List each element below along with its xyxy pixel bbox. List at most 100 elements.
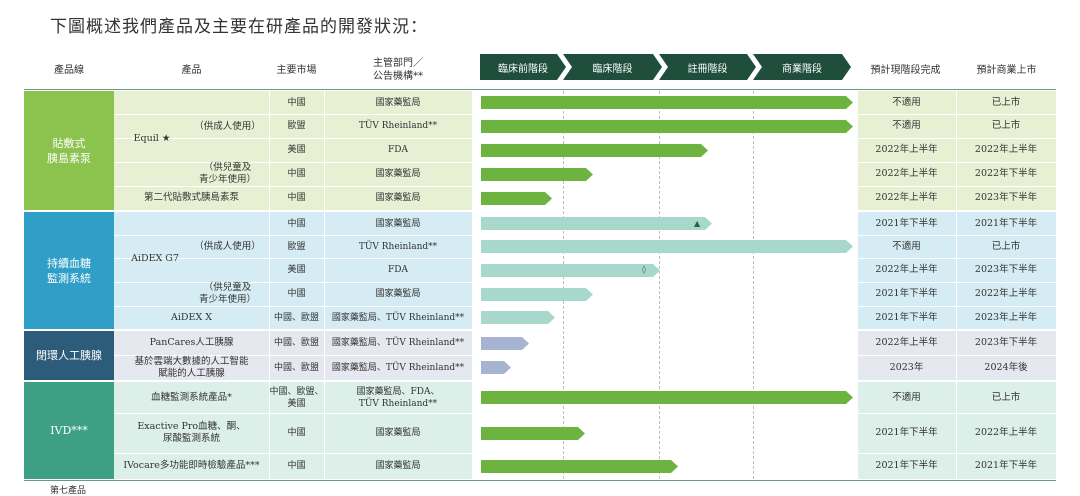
progress-bar — [481, 311, 555, 324]
completion-cell: 2021年下半年 — [875, 217, 938, 229]
authority-cell: 國家藥監局、TÜV Rheinland** — [331, 362, 465, 373]
header-current-stage: 預計現階段完成 — [870, 64, 941, 76]
product-pancares: PanCares人工胰腺 — [149, 337, 234, 348]
progress-bar — [481, 460, 678, 473]
launch-cell: 2023年上半年 — [974, 311, 1038, 323]
page-title: 下圖概述我們產品及主要在研產品的開發狀況： — [50, 17, 428, 37]
completion-cell: 2021年下半年 — [875, 460, 938, 471]
footer-note: 第七產品 — [50, 486, 87, 496]
launch-cell: 2021年下半年 — [974, 217, 1038, 229]
progress-bar — [481, 144, 708, 157]
progress-bar — [481, 217, 712, 230]
completion-cell: 2022年上半年 — [875, 264, 938, 275]
market-cell: 中國、歐盟 — [273, 338, 319, 348]
column-separator — [857, 91, 858, 479]
completion-cell: 2022年上半年 — [875, 168, 938, 179]
authority-cell: FDA — [388, 145, 408, 155]
authority-cell: 國家藥監局 — [375, 461, 421, 471]
column-separator — [324, 91, 325, 479]
header-market: 主要市場 — [276, 64, 317, 76]
progress-bar — [481, 120, 853, 133]
market-cell: 歐盟 — [287, 241, 306, 252]
market-cell: 歐盟 — [287, 121, 306, 131]
stage-registration: 註冊階段 — [659, 54, 756, 80]
progress-bar — [481, 427, 585, 440]
progress-bar — [481, 168, 593, 181]
market-cell: 中國、歐盟 — [273, 312, 319, 323]
grid-line — [753, 91, 754, 479]
authority-cell: 國家藥監局 — [375, 193, 421, 203]
market-cell: 中國 — [287, 218, 306, 229]
header-product: 產品 — [181, 64, 202, 76]
market-cell: 中國、歐盟、 美國 — [269, 386, 324, 409]
stage-clinical: 臨床階段 — [563, 54, 662, 80]
authority-cell: TÜV Rheinland** — [358, 241, 438, 252]
launch-cell: 已上市 — [991, 240, 1021, 252]
group-closed-loop: 閉環人工胰腺 — [24, 331, 114, 380]
authority-cell: 國家藥監局 — [375, 169, 421, 179]
completion-cell: 不適用 — [892, 96, 921, 108]
product-equil-child: （供兒童及 青少年使用） — [198, 162, 256, 185]
completion-cell: 2021年下半年 — [875, 288, 938, 299]
launch-cell: 已上市 — [991, 391, 1021, 403]
completion-cell: 不適用 — [892, 120, 921, 131]
completion-cell: 不適用 — [892, 240, 921, 252]
market-cell: 中國 — [287, 461, 306, 471]
market-cell: 美國 — [287, 265, 306, 275]
launch-cell: 2022年上半年 — [974, 144, 1038, 155]
progress-bar — [481, 337, 529, 350]
product-glucose-monitoring: 血糖監測系統產品* — [151, 391, 232, 403]
product-equil-adult: （供成人使用） — [194, 120, 261, 132]
stage-preclinical: 臨床前階段 — [480, 54, 566, 80]
product-aidex-g7: AiDEX G7 — [131, 253, 179, 264]
progress-bar — [481, 264, 660, 277]
completion-cell: 2021年下半年 — [875, 311, 938, 323]
grid-line — [563, 91, 564, 479]
launch-cell: 2022年上半年 — [974, 288, 1038, 299]
progress-bar — [481, 192, 552, 205]
product-gen2-pump: 第二代貼敷式胰島素泵 — [143, 192, 239, 203]
milestone-marker: ◊ — [642, 265, 646, 274]
progress-bar — [481, 96, 853, 109]
market-cell: 中國 — [287, 97, 306, 108]
header-product-line: 產品線 — [54, 64, 84, 76]
authority-cell: 國家藥監局、TÜV Rheinland** — [331, 338, 465, 348]
authority-cell: 國家藥監局、FDA、 TÜV Rheinland** — [356, 386, 440, 409]
product-exactive-pro: Exactive Pro血糖、酮、 尿酸監測系統 — [137, 421, 246, 444]
stage-commercial: 商業階段 — [753, 54, 851, 80]
market-cell: 中國 — [287, 428, 306, 438]
market-cell: 中國 — [287, 193, 306, 203]
milestone-marker: ▲ — [694, 219, 701, 228]
completion-cell: 2022年上半年 — [875, 337, 938, 348]
market-cell: 中國、歐盟 — [273, 362, 319, 373]
product-ivocare: IVocare多功能即時檢驗產品*** — [123, 460, 260, 471]
header-authority: 主管部門／ 公告機構** — [373, 58, 423, 82]
authority-cell: 國家藥監局、TÜV Rheinland** — [331, 312, 465, 323]
completion-cell: 2021年下半年 — [875, 427, 938, 438]
launch-cell: 2022年下半年 — [974, 168, 1038, 179]
column-separator — [472, 91, 473, 479]
bottom-rule — [24, 480, 1056, 481]
completion-cell: 2023年 — [889, 361, 924, 373]
launch-cell: 2023年下半年 — [974, 337, 1038, 348]
authority-cell: 國家藥監局 — [375, 97, 421, 108]
authority-cell: 國家藥監局 — [375, 289, 421, 299]
column-separator — [269, 91, 270, 479]
group-patch-pump: 貼敷式 胰島素泵 — [24, 91, 114, 210]
launch-cell: 2022年上半年 — [974, 427, 1038, 438]
product-equil: Equil ★ — [133, 132, 171, 144]
progress-bar — [481, 361, 511, 374]
authority-cell: 國家藥監局 — [375, 428, 421, 438]
completion-cell: 2022年上半年 — [875, 144, 938, 155]
launch-cell: 2023年下半年 — [974, 192, 1038, 203]
market-cell: 中國 — [287, 289, 306, 299]
launch-cell: 已上市 — [991, 96, 1021, 108]
market-cell: 美國 — [287, 145, 306, 155]
progress-bar — [481, 240, 853, 253]
product-aidex-child: （供兒童及 青少年使用） — [198, 282, 256, 305]
grid-line — [659, 91, 660, 479]
group-ivd: IVD*** — [24, 382, 114, 479]
product-aidex-x: AiDEX X — [171, 311, 212, 323]
launch-cell: 2021年下半年 — [974, 460, 1038, 471]
group-cgm: 持續血糖 監測系統 — [24, 212, 114, 329]
